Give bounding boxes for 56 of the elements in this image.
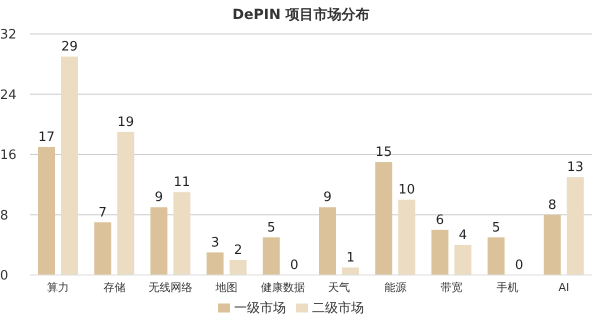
bar <box>38 146 55 275</box>
y-tick-label: 8 <box>0 208 8 224</box>
x-tick-label: 天气 <box>328 280 350 294</box>
data-label: 17 <box>38 130 55 145</box>
legend-label: 一级市场 <box>234 301 286 316</box>
data-label: 10 <box>398 182 415 198</box>
data-label: 0 <box>290 258 298 273</box>
bar <box>262 237 280 275</box>
bar <box>319 207 336 275</box>
y-tick-label: 0 <box>0 268 8 284</box>
bar <box>488 237 505 275</box>
x-tick-label: 手机 <box>496 280 519 294</box>
bar <box>206 252 224 275</box>
y-tick-label: 16 <box>0 148 17 164</box>
bar <box>566 177 584 275</box>
x-tick-label: 健康数据 <box>260 280 305 294</box>
data-label: 11 <box>174 175 190 190</box>
bar <box>431 230 448 275</box>
x-tick-label: 算力 <box>47 280 70 294</box>
data-label: 7 <box>98 205 107 220</box>
x-tick-label: AI <box>558 280 570 294</box>
bar <box>117 132 134 275</box>
bar <box>544 214 561 275</box>
x-tick-label: 存储 <box>103 280 126 294</box>
data-label: 5 <box>492 220 500 236</box>
bar <box>94 222 112 275</box>
x-tick-label: 无线网络 <box>148 280 192 294</box>
y-tick-label: 24 <box>0 88 17 103</box>
data-label: 4 <box>458 228 468 243</box>
bar <box>150 207 168 275</box>
data-label: 1 <box>346 250 355 266</box>
data-label: 8 <box>548 198 556 213</box>
x-tick-label: 带宽 <box>440 280 462 294</box>
bar <box>454 244 472 275</box>
x-tick-label: 地图 <box>214 280 238 294</box>
legend-label: 二级市场 <box>312 301 364 316</box>
data-label: 3 <box>210 235 220 250</box>
data-label: 29 <box>61 40 78 55</box>
bar <box>61 56 78 275</box>
data-label: 6 <box>436 212 444 228</box>
data-label: 13 <box>567 160 584 176</box>
bar <box>375 162 392 275</box>
data-label: 15 <box>375 145 392 160</box>
x-tick-label: 能源 <box>384 280 406 294</box>
data-label: 0 <box>514 258 524 273</box>
data-label: 5 <box>267 220 276 236</box>
data-label: 9 <box>323 190 332 206</box>
data-label: 19 <box>117 114 134 130</box>
data-label: 2 <box>234 242 242 258</box>
chart-title: DePIN 项目市场分布 <box>231 6 371 24</box>
bar <box>342 267 359 275</box>
bar <box>398 200 416 275</box>
bar <box>173 192 190 275</box>
data-label: 9 <box>154 190 164 206</box>
y-tick-label: 32 <box>0 28 17 43</box>
bar <box>230 260 247 275</box>
